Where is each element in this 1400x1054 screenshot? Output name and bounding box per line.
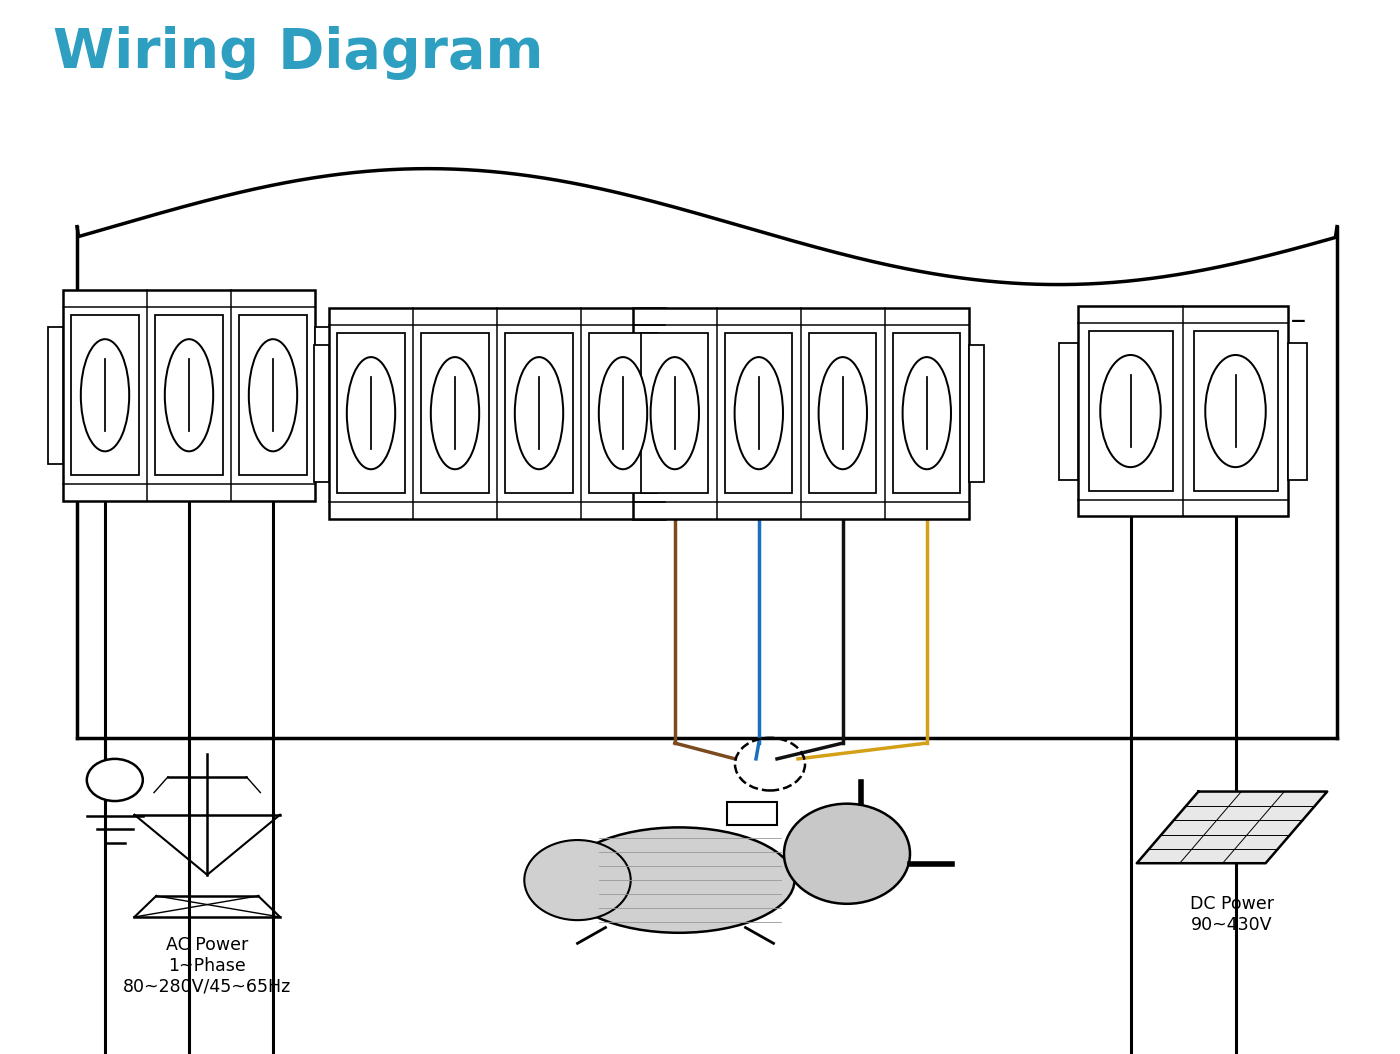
Bar [809, 333, 876, 493]
Text: TL: TL [613, 317, 633, 332]
Bar [155, 315, 223, 475]
Bar [1089, 331, 1173, 491]
Bar [1060, 343, 1078, 480]
Ellipse shape [431, 357, 479, 469]
Bar [893, 333, 960, 493]
Text: TH: TH [360, 317, 382, 332]
Circle shape [87, 759, 143, 801]
Bar [48, 327, 63, 464]
Text: V: V [753, 317, 764, 332]
Bar [63, 290, 315, 501]
Bar [239, 315, 307, 475]
Text: DC: DC [1176, 316, 1200, 331]
Bar [505, 333, 573, 493]
Bar [1288, 343, 1306, 480]
Ellipse shape [651, 357, 699, 469]
Bar [665, 345, 680, 482]
Bar [329, 308, 665, 519]
Bar [589, 333, 657, 493]
Bar [727, 802, 777, 825]
Text: PE: PE [917, 317, 937, 332]
Ellipse shape [249, 339, 297, 451]
Text: Wiring Diagram: Wiring Diagram [53, 26, 543, 80]
Ellipse shape [564, 827, 795, 933]
Text: U: U [669, 317, 680, 332]
Text: AC: AC [197, 310, 216, 323]
Text: DC Power
90~430V: DC Power 90~430V [1190, 895, 1274, 934]
Bar [633, 308, 969, 519]
Ellipse shape [165, 339, 213, 451]
Ellipse shape [784, 803, 910, 904]
Bar [314, 345, 329, 482]
Bar [1193, 331, 1277, 491]
Circle shape [524, 840, 630, 920]
Text: −: − [1289, 312, 1308, 331]
Bar [725, 333, 792, 493]
Polygon shape [1137, 792, 1327, 863]
Ellipse shape [735, 357, 783, 469]
Text: N: N [224, 301, 239, 319]
Bar [315, 327, 330, 464]
Text: AC Power
1~Phase
80~280V/45~65Hz: AC Power 1~Phase 80~280V/45~65Hz [123, 936, 291, 996]
Text: TH: TH [444, 317, 466, 332]
Text: L: L [179, 301, 190, 319]
Ellipse shape [515, 357, 563, 469]
Text: +: + [1079, 312, 1098, 331]
Bar [617, 345, 633, 482]
Bar [641, 333, 708, 493]
Text: W: W [834, 317, 851, 332]
Ellipse shape [1100, 355, 1161, 467]
Bar [1078, 306, 1288, 516]
Ellipse shape [903, 357, 951, 469]
Ellipse shape [819, 357, 867, 469]
Ellipse shape [599, 357, 647, 469]
Ellipse shape [81, 339, 129, 451]
Text: TL: TL [529, 317, 549, 332]
Bar [969, 345, 984, 482]
Ellipse shape [1205, 355, 1266, 467]
Bar [71, 315, 139, 475]
Bar [337, 333, 405, 493]
Text: PE: PE [95, 305, 115, 319]
Bar [421, 333, 489, 493]
Ellipse shape [347, 357, 395, 469]
